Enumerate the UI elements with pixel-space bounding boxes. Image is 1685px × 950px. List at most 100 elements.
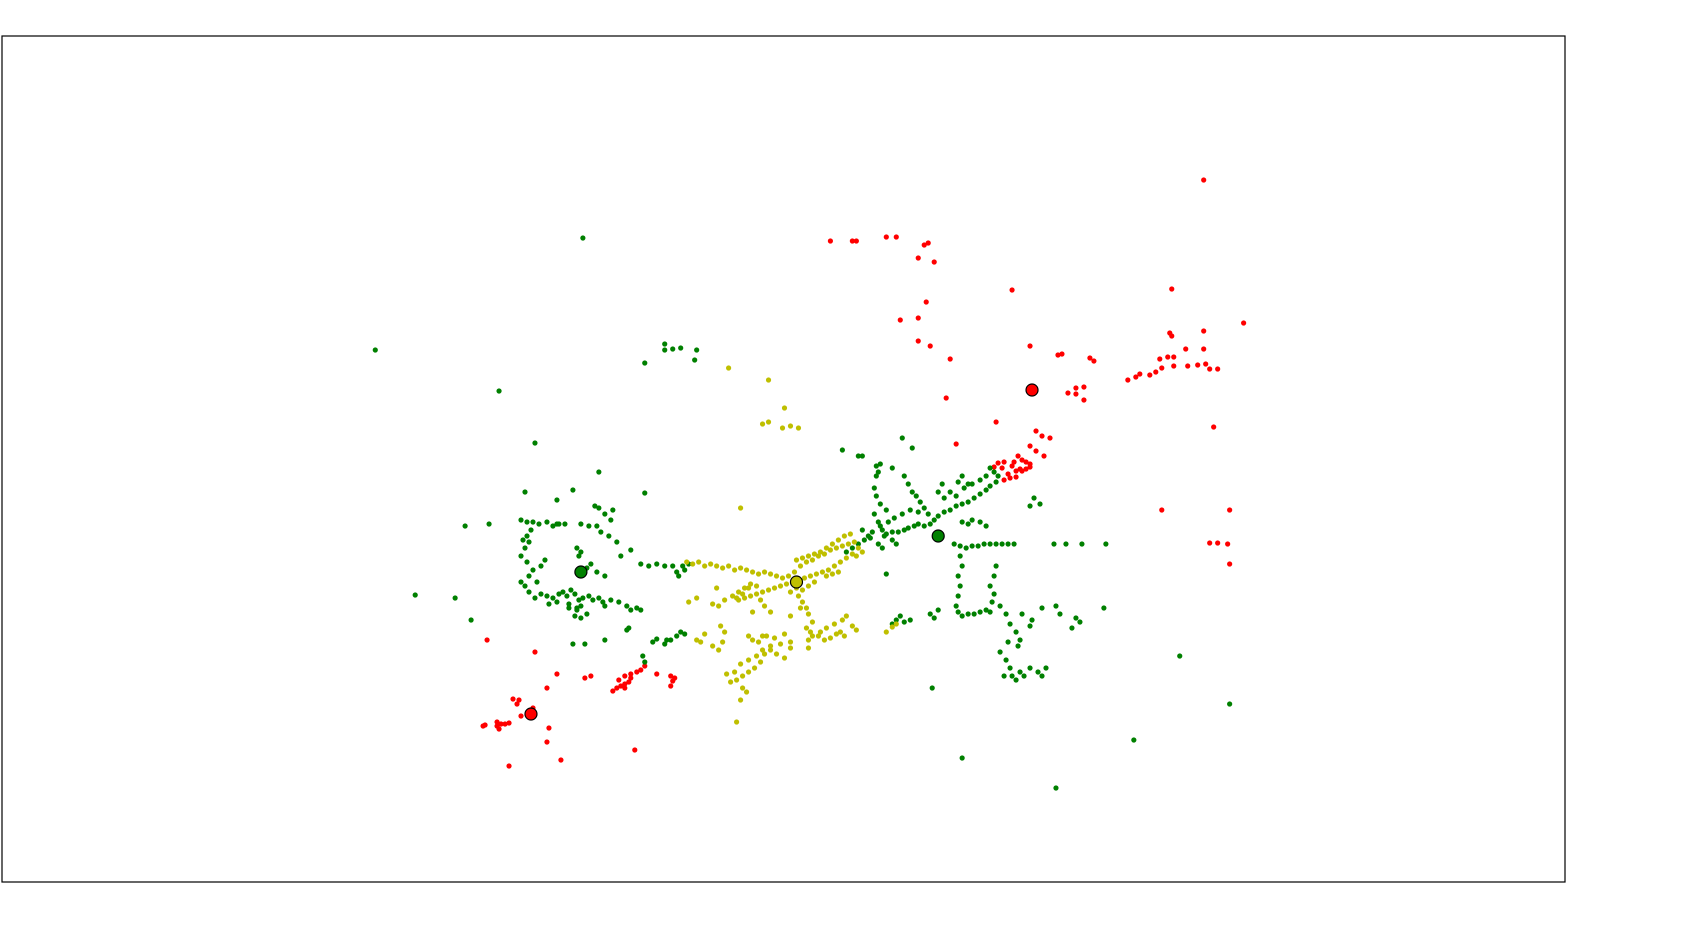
data-point: [883, 507, 889, 513]
data-point: [889, 624, 895, 630]
data-point: [873, 473, 879, 479]
data-point: [1183, 346, 1189, 352]
data-point: [1215, 366, 1221, 372]
data-point: [781, 405, 788, 411]
data-point: [560, 589, 566, 595]
data-point: [753, 591, 760, 597]
data-point: [714, 563, 720, 569]
data-point: [1177, 653, 1183, 659]
data-point: [905, 481, 911, 487]
data-point: [733, 595, 740, 601]
data-point: [799, 599, 806, 605]
data-point: [779, 575, 786, 581]
data-point: [959, 501, 965, 507]
data-point: [991, 591, 997, 597]
data-point: [947, 489, 953, 495]
data-point: [554, 521, 560, 527]
data-point: [708, 561, 714, 567]
data-point: [1159, 365, 1165, 371]
data-point: [743, 567, 750, 573]
data-point: [1041, 453, 1047, 459]
data-point: [1039, 605, 1045, 611]
data-point: [570, 487, 576, 493]
data-point: [726, 563, 732, 569]
data-point: [602, 573, 608, 579]
data-point: [793, 557, 800, 563]
data-point: [614, 685, 620, 691]
data-point: [851, 539, 857, 545]
data-point: [728, 679, 734, 685]
data-point: [931, 259, 937, 265]
data-point: [1027, 503, 1033, 509]
data-point: [955, 479, 961, 485]
data-point: [1027, 343, 1033, 349]
data-point: [1019, 468, 1025, 474]
data-point: [897, 613, 903, 619]
data-point: [578, 521, 584, 527]
data-point: [917, 499, 923, 505]
data-point: [608, 517, 614, 523]
data-point: [1171, 363, 1177, 369]
data-point: [847, 531, 853, 537]
data-point: [877, 523, 883, 529]
data-point: [642, 490, 648, 496]
data-point: [1227, 507, 1233, 513]
data-point: [997, 649, 1003, 655]
data-point: [616, 599, 622, 605]
data-point: [963, 545, 969, 551]
data-point: [654, 636, 660, 642]
data-point: [586, 593, 592, 599]
data-point: [799, 555, 806, 561]
data-point: [987, 609, 993, 615]
data-point: [1027, 665, 1033, 671]
data-point: [959, 563, 965, 569]
data-point: [833, 545, 839, 551]
data-point: [668, 637, 674, 643]
data-point: [889, 529, 895, 535]
data-point: [895, 529, 901, 535]
data-point: [883, 571, 889, 577]
data-point: [957, 553, 963, 559]
data-point: [745, 585, 752, 591]
data-point: [1091, 358, 1097, 364]
data-point: [602, 637, 608, 643]
data-point: [923, 299, 929, 305]
data-point: [809, 633, 816, 639]
data-point: [1153, 369, 1159, 375]
data-point: [628, 547, 634, 553]
data-point: [767, 571, 774, 577]
data-point: [871, 485, 877, 491]
data-point: [1039, 673, 1045, 679]
data-point: [462, 523, 468, 529]
data-point: [1201, 346, 1207, 352]
data-point: [1201, 328, 1207, 334]
data-point: [718, 623, 724, 629]
data-point: [953, 441, 959, 447]
data-point: [777, 641, 784, 647]
data-point: [494, 719, 500, 725]
data-point: [1207, 366, 1213, 372]
data-point: [835, 569, 841, 575]
data-point: [578, 549, 584, 555]
data-point: [741, 585, 748, 591]
data-point: [544, 685, 550, 691]
data-point: [596, 505, 602, 511]
data-point: [839, 617, 845, 623]
data-point: [532, 649, 538, 655]
data-point: [753, 583, 760, 589]
data-point: [626, 625, 632, 631]
centroids: [524, 383, 1039, 721]
data-point: [574, 545, 580, 551]
data-point: [915, 255, 921, 261]
centroid-marker: [931, 529, 945, 543]
data-point: [576, 597, 582, 603]
data-point: [634, 605, 640, 611]
data-point: [987, 583, 993, 589]
data-point: [927, 521, 933, 527]
data-point: [600, 599, 606, 605]
data-point: [809, 557, 816, 563]
data-point: [909, 445, 915, 451]
data-point: [1009, 287, 1015, 293]
data-point: [891, 515, 897, 521]
